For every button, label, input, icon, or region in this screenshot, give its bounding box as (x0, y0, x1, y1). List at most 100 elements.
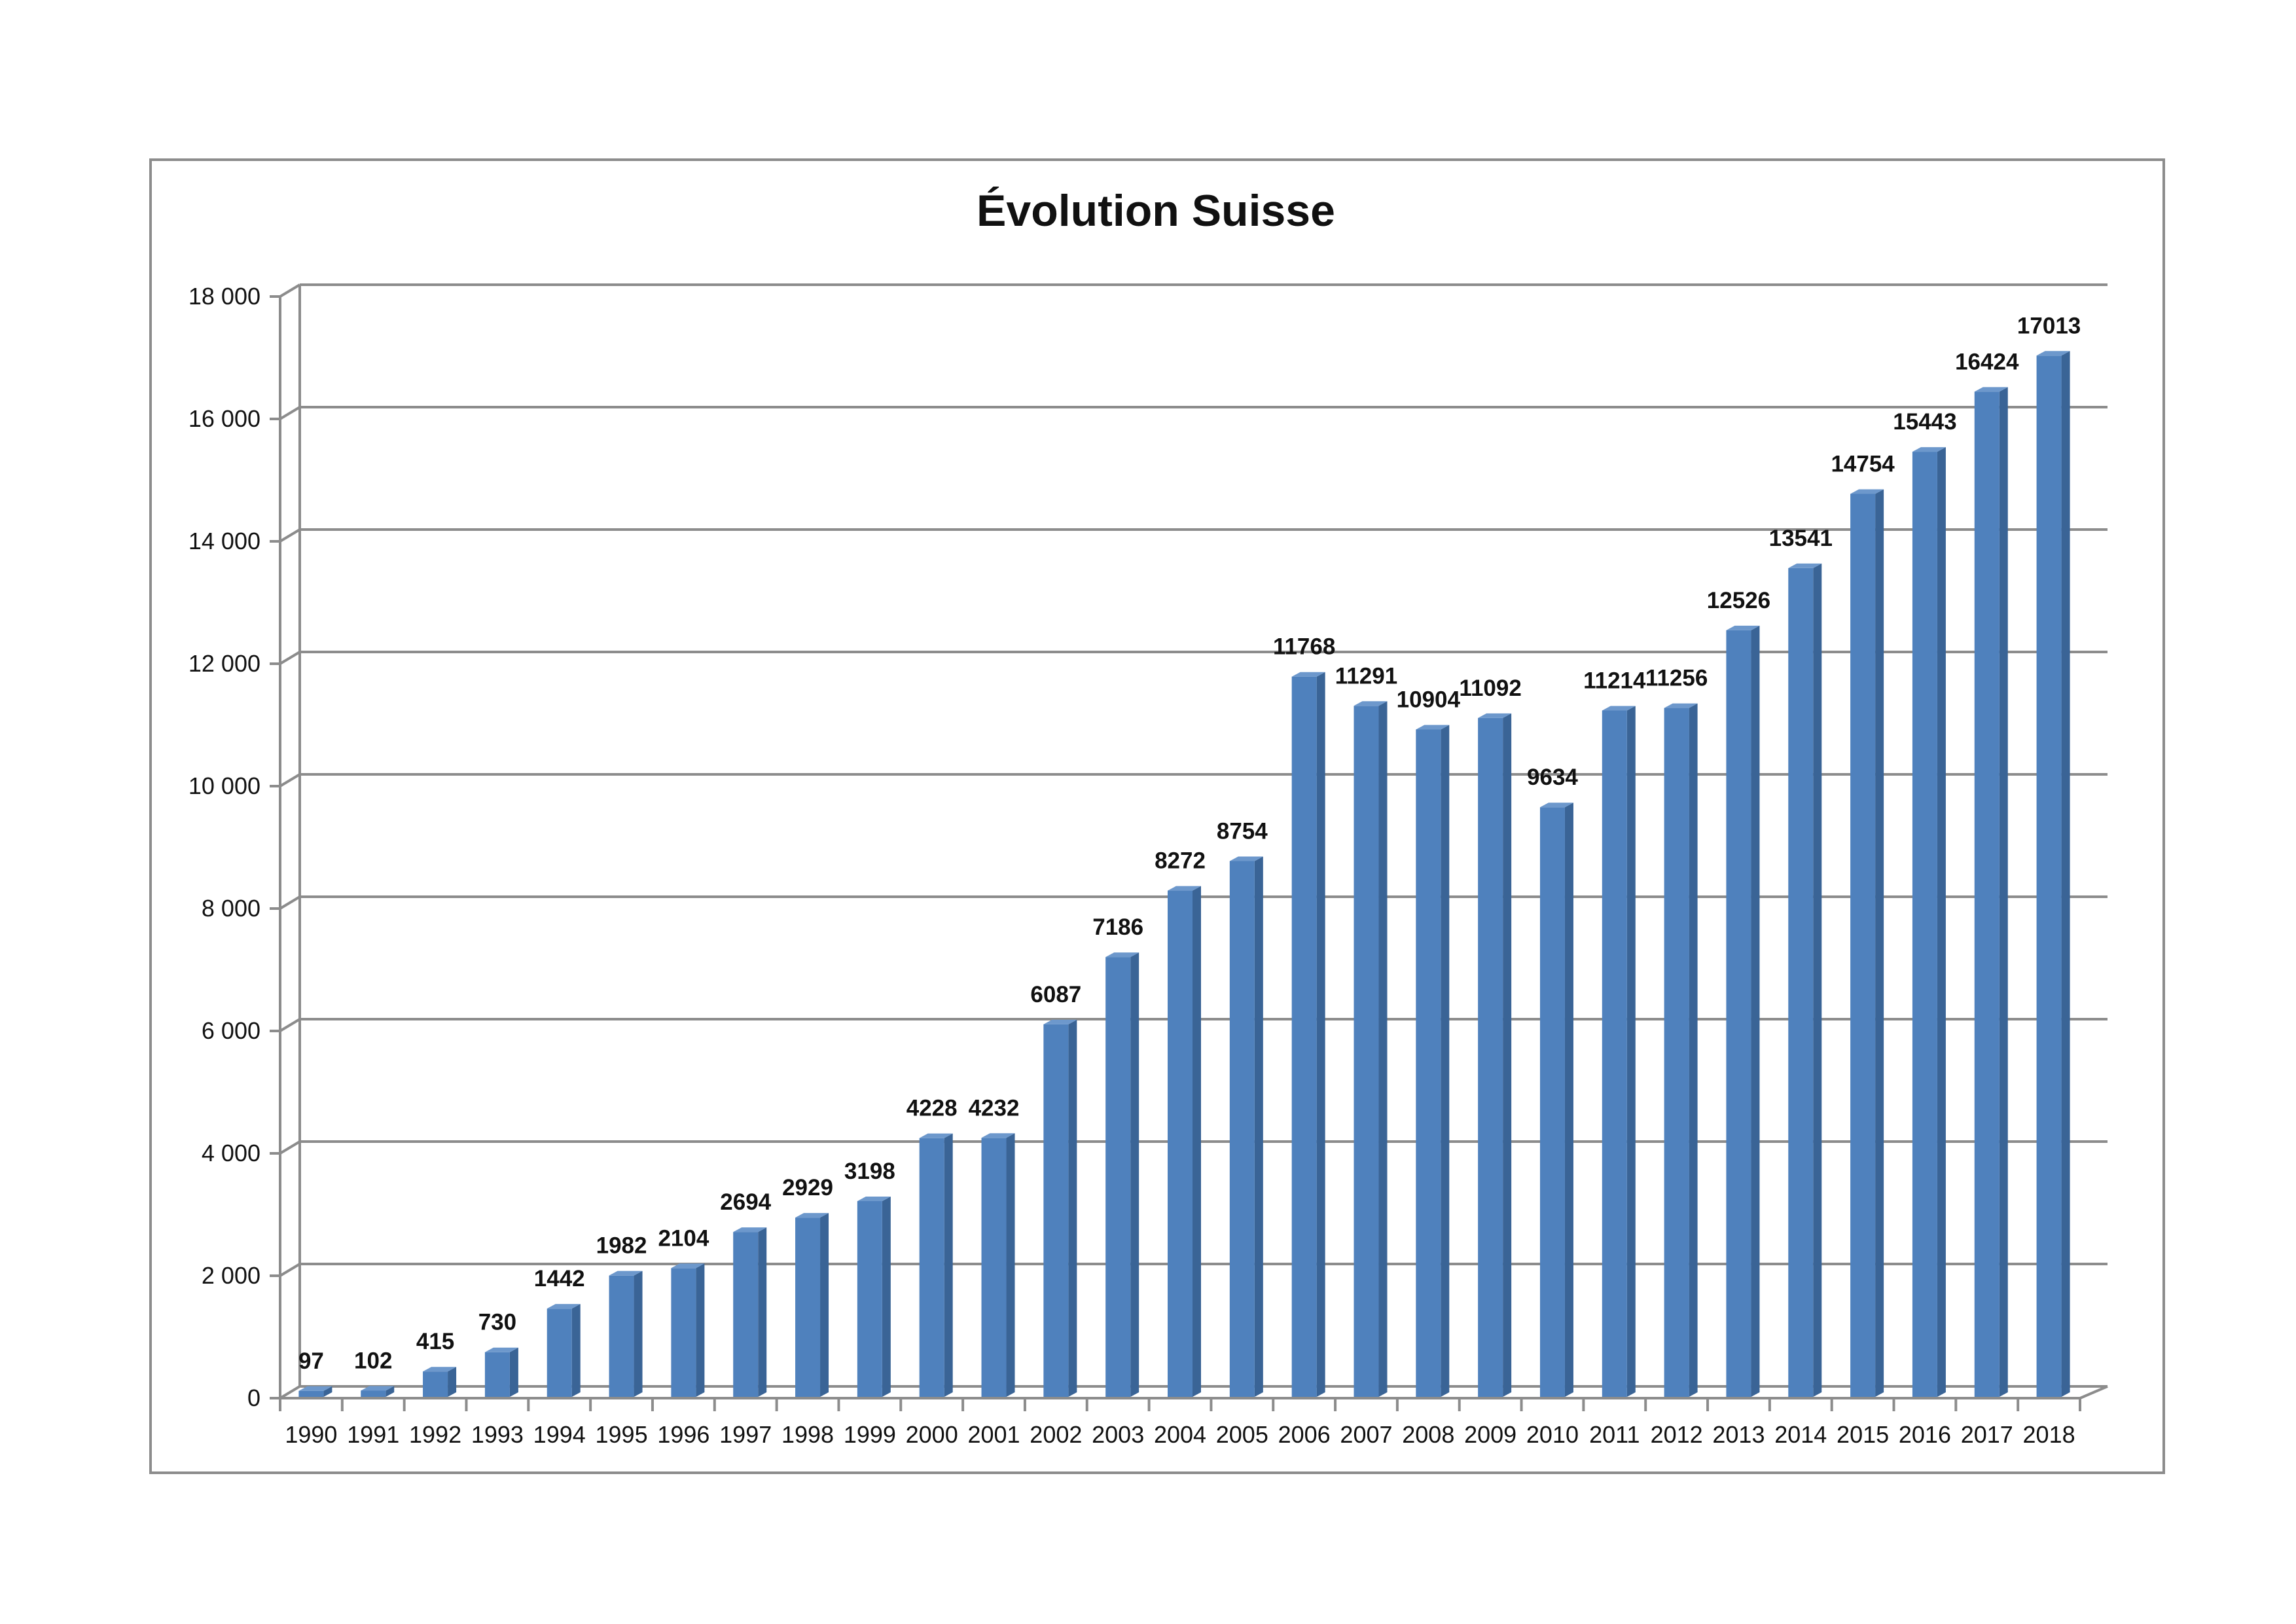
bar-top (1478, 713, 1512, 718)
x-tick-label: 1998 (781, 1421, 834, 1448)
gridline-side (279, 895, 301, 910)
x-tick-label: 2014 (1774, 1421, 1827, 1448)
data-label: 14754 (1831, 452, 1895, 477)
bar-side (1068, 1019, 1077, 1397)
y-tick-label: 14 000 (188, 528, 260, 554)
bar-top (1850, 489, 1884, 494)
bar-side (386, 1386, 395, 1397)
gridline-side (279, 1263, 301, 1277)
bar-side (1254, 856, 1263, 1397)
bar-top (1291, 672, 1325, 677)
data-label: 6087 (1030, 982, 1081, 1007)
bar-top (919, 1133, 953, 1138)
data-label: 2929 (782, 1175, 833, 1200)
bar (361, 1390, 386, 1397)
data-label: 11768 (1273, 634, 1335, 660)
x-tick-label: 2016 (1899, 1421, 1951, 1448)
x-axis-ticks: 1990 1991 1992 1993 1994 1995 1996 1997 1998 1999… (285, 1421, 2075, 1448)
data-label: 16424 (1955, 349, 2019, 374)
bar (1043, 1024, 1069, 1397)
bar-side (1193, 886, 1201, 1397)
x-tick-label: 2018 (2023, 1421, 2075, 1448)
y-tick-label: 12 000 (188, 650, 260, 677)
bar-top (609, 1271, 643, 1276)
data-label: 3198 (844, 1159, 895, 1184)
bar (981, 1138, 1007, 1397)
x-tick-label: 1996 (657, 1421, 709, 1448)
bar-top (423, 1367, 457, 1372)
x-tick-label: 1999 (844, 1421, 896, 1448)
bars (298, 351, 2070, 1398)
x-tick-label: 2000 (906, 1421, 958, 1448)
bar-side (1130, 952, 1139, 1397)
x-tick-label: 1990 (285, 1421, 337, 1448)
bar-side (696, 1263, 705, 1397)
bar (1912, 452, 1937, 1397)
data-label: 8272 (1155, 848, 1206, 874)
x-tick-label: 1993 (471, 1421, 524, 1448)
data-label: 11256 (1645, 666, 1708, 691)
x-tick-label: 2017 (1961, 1421, 2013, 1448)
x-tick-label: 2001 (967, 1421, 1020, 1448)
bar-side (1006, 1133, 1015, 1397)
bar-top (1788, 563, 1822, 568)
bar-side (820, 1213, 829, 1397)
gridline-side (279, 1018, 301, 1032)
bar-top (484, 1347, 518, 1352)
bar-side (1626, 706, 1636, 1397)
bar-side (1503, 713, 1512, 1397)
data-label: 2694 (720, 1189, 771, 1215)
x-tick-label: 2012 (1651, 1421, 1703, 1448)
gridline-side (279, 1385, 301, 1399)
bar-side (1875, 489, 1884, 1397)
bar (298, 1390, 324, 1397)
bar-side (1689, 703, 1698, 1397)
x-tick-label: 2011 (1589, 1421, 1640, 1448)
axes (270, 285, 2108, 1411)
data-label: 13541 (1769, 526, 1833, 551)
x-tick-label: 2013 (1712, 1421, 1765, 1448)
bar-side (1999, 387, 2008, 1398)
bar (2036, 355, 2062, 1398)
bar-top (981, 1133, 1015, 1138)
data-label: 4232 (969, 1095, 1020, 1121)
bar (671, 1268, 696, 1397)
data-label: 15443 (1893, 409, 1956, 435)
bar-side (509, 1347, 518, 1397)
bar-side (1316, 672, 1325, 1397)
data-label: 9634 (1527, 765, 1578, 790)
bar-side (1441, 725, 1450, 1397)
bar (857, 1200, 882, 1397)
bar-top (733, 1227, 767, 1233)
y-tick-label: 0 (247, 1384, 260, 1411)
bar-side (634, 1271, 643, 1397)
bar-side (448, 1367, 457, 1397)
x-tick-label: 1991 (347, 1421, 399, 1448)
data-label: 11291 (1335, 663, 1397, 689)
y-axis-ticks: 0 2 000 4 000 6 000 8 000 10 000 12 000 14 000 1… (188, 283, 260, 1411)
bar (1105, 957, 1131, 1397)
bar-top (795, 1213, 829, 1218)
data-label: 1982 (596, 1233, 647, 1259)
data-label: 12526 (1707, 588, 1770, 613)
bar-top (1229, 856, 1263, 861)
bar-top (1105, 952, 1139, 958)
bar-side (1751, 625, 1760, 1397)
bar (1168, 890, 1193, 1397)
x-tick-label: 2007 (1340, 1421, 1392, 1448)
bar (547, 1308, 572, 1397)
bar-side (1378, 701, 1388, 1397)
x-tick-label: 2010 (1526, 1421, 1579, 1448)
floor-right-edge (2079, 1385, 2108, 1399)
y-tick-label: 6 000 (202, 1017, 260, 1044)
bar-top (547, 1304, 581, 1309)
data-label: 97 (298, 1348, 324, 1374)
bar-side (882, 1196, 891, 1397)
data-label: 11214 (1583, 668, 1646, 693)
bar-top (298, 1386, 332, 1391)
data-label: 102 (354, 1348, 392, 1373)
bar-side (944, 1133, 953, 1397)
data-label: 11092 (1459, 676, 1521, 701)
bar (733, 1232, 759, 1397)
bar (1664, 708, 1689, 1397)
